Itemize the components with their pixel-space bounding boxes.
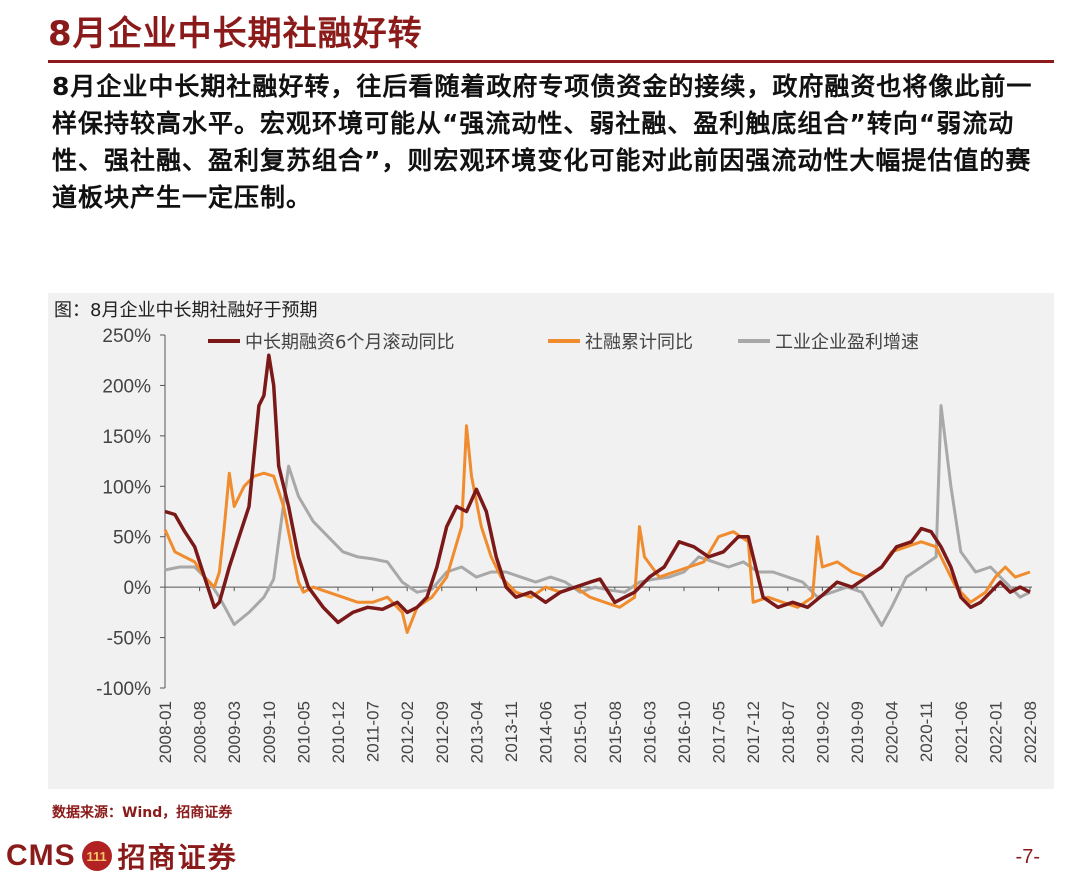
x-tick-label: 2018-07	[779, 701, 798, 763]
x-tick-label: 2022-01	[986, 701, 1005, 763]
data-source: 数据来源：Wind，招商证券	[52, 805, 233, 821]
x-tick-label: 2009-10	[260, 701, 279, 763]
x-tick-label: 2008-08	[191, 701, 210, 763]
x-tick-label: 2017-05	[710, 701, 729, 763]
x-tick-label: 2010-12	[329, 701, 348, 763]
page-number: -7-	[1015, 846, 1040, 868]
x-tick-label: 2020-11	[917, 701, 936, 762]
company-logo: CMS 111 招商证券	[6, 838, 238, 874]
x-tick-label: 2014-06	[537, 701, 556, 763]
y-tick-label: 50%	[113, 528, 151, 549]
x-tick-label: 2008-01	[156, 701, 175, 763]
x-tick-label: 2015-08	[606, 701, 625, 763]
y-tick-label: -50%	[107, 629, 151, 650]
x-tick-label: 2020-04	[883, 701, 902, 763]
x-tick-label: 2019-09	[848, 701, 867, 763]
y-tick-label: 100%	[102, 477, 151, 498]
y-tick-label: 0%	[124, 578, 152, 599]
x-tick-label: 2016-10	[675, 701, 694, 763]
y-tick-label: -100%	[96, 679, 151, 700]
legend-label: 中长期融资6个月滚动同比	[245, 332, 454, 353]
x-tick-label: 2015-01	[571, 701, 590, 763]
chart-panel: 250% 200% 150% 100% 50% 0% -50% -100% 2008-01 200…	[48, 293, 1054, 789]
x-tick-label: 2012-09	[433, 701, 452, 763]
legend-label: 工业企业盈利增速	[775, 332, 919, 353]
x-tick-label: 2012-02	[398, 701, 417, 763]
series-line	[164, 404, 1031, 627]
summary-paragraph: 8月企业中长期社融好转，往后看随着政府专项债资金的接续，政府融资也将像此前一样保…	[52, 72, 1033, 212]
y-tick-label: 200%	[102, 376, 151, 397]
x-tick-label: 2019-02	[813, 701, 832, 763]
x-tick-label: 2021-06	[952, 701, 971, 763]
logo-mark-icon: 111	[81, 841, 112, 871]
x-tick-label: 2016-03	[640, 701, 659, 763]
x-tick-label: 2013-04	[467, 701, 486, 763]
x-tick-label: 2009-03	[225, 701, 244, 763]
logo-cn-text: 招商证券	[117, 841, 238, 874]
line-chart: 250% 200% 150% 100% 50% 0% -50% -100% 2008-01 200…	[96, 326, 1040, 763]
series-line	[164, 353, 1031, 625]
x-tick-label: 2022-08	[1021, 701, 1040, 763]
legend-label: 社融累计同比	[585, 332, 693, 353]
x-tick-label: 2017-12	[744, 701, 763, 763]
x-tick-label: 2011-07	[364, 701, 383, 762]
y-tick-label: 150%	[102, 427, 151, 448]
x-tick-label: 2010-05	[294, 701, 313, 763]
title-divider	[48, 60, 1054, 63]
page-title: 8月企业中长期社融好转	[48, 14, 423, 54]
logo-text: CMS	[6, 839, 76, 872]
y-tick-label: 250%	[102, 326, 151, 347]
x-tick-label: 2013-11	[502, 701, 521, 762]
figure-caption: 图：8月企业中长期社融好于预期	[54, 300, 318, 321]
